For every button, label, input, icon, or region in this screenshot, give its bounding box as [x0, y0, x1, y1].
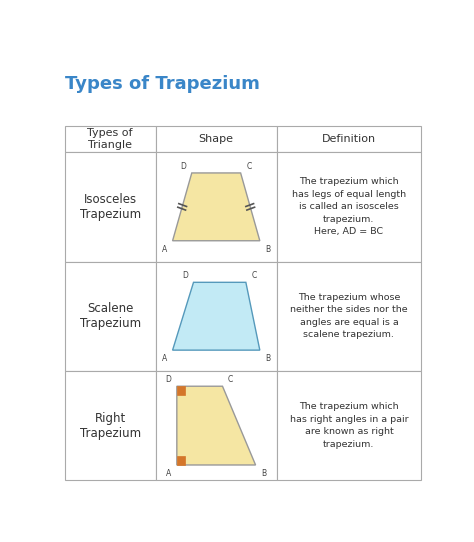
Bar [277, 152, 421, 262]
Bar [65, 262, 155, 371]
Bar [65, 126, 155, 152]
Bar [155, 126, 277, 152]
Text: D: D [182, 271, 188, 280]
Bar [277, 371, 421, 480]
Text: D: D [181, 162, 186, 171]
Text: Definition: Definition [322, 134, 376, 144]
Polygon shape [173, 282, 260, 350]
Polygon shape [177, 456, 185, 465]
Text: Types of Trapezium: Types of Trapezium [65, 75, 260, 93]
Bar [65, 371, 155, 480]
Text: A: A [166, 469, 171, 478]
Text: B: B [261, 469, 266, 478]
Text: B: B [265, 354, 271, 363]
Polygon shape [173, 173, 260, 241]
Text: Isosceles
Trapezium: Isosceles Trapezium [80, 193, 141, 221]
Bar [65, 152, 155, 262]
Text: C: C [246, 162, 251, 171]
Text: D: D [165, 375, 171, 384]
Polygon shape [177, 386, 255, 465]
Bar [155, 371, 277, 480]
Text: Types of
Triangle: Types of Triangle [87, 128, 133, 150]
Bar [155, 152, 277, 262]
Text: C: C [228, 375, 233, 384]
Text: Scalene
Trapezium: Scalene Trapezium [80, 302, 141, 330]
Text: C: C [251, 271, 256, 280]
Text: The trapezium which
has right angles in a pair
are known as right
trapezium.: The trapezium which has right angles in … [290, 402, 408, 449]
Text: A: A [162, 245, 167, 254]
Text: The trapezium which
has legs of equal length
is called an isosceles
trapezium.
H: The trapezium which has legs of equal le… [292, 177, 406, 236]
Text: The trapezium whose
neither the sides nor the
angles are equal is a
scalene trap: The trapezium whose neither the sides no… [290, 293, 408, 339]
Text: B: B [265, 245, 271, 254]
Text: Right
Trapezium: Right Trapezium [80, 411, 141, 440]
Bar [277, 126, 421, 152]
Bar [155, 262, 277, 371]
Text: Shape: Shape [199, 134, 234, 144]
Polygon shape [177, 386, 185, 396]
Bar [277, 262, 421, 371]
Text: A: A [162, 354, 167, 363]
